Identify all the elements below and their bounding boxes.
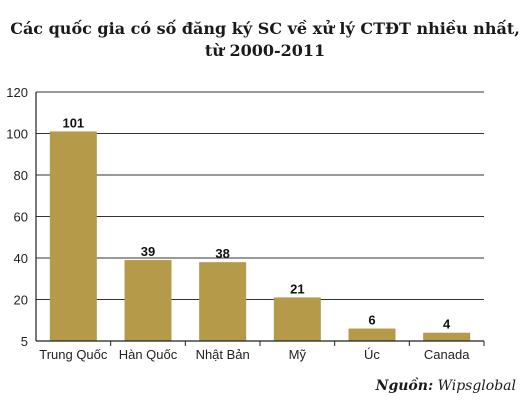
bar [348,328,396,341]
gridlines [36,91,484,300]
y-tick-label: 20 [14,293,28,308]
chart-title-line-1: Các quốc gia có số đăng ký SC về xử lý C… [10,19,520,38]
category-label: Hàn Quốc [119,347,178,362]
y-axis-ticks: 5 20 40 60 80 100 120 [6,85,28,349]
bar [423,332,471,341]
bar [273,297,321,341]
x-axis-categories: Trung Quốc Hàn Quốc Nhật Bản Mỹ Úc Canada [39,341,485,362]
source-label: Nguồn: [375,378,434,394]
chart-title: Các quốc gia có số đăng ký SC về xử lý C… [0,18,530,62]
y-tick-label: 5 [21,334,28,349]
category-label: Mỹ [289,347,307,362]
y-tick-label: 80 [14,168,28,183]
data-label: 4 [443,317,451,332]
data-labels: 101 39 38 21 6 4 [62,115,451,331]
data-label: 101 [62,115,84,130]
data-label: 6 [368,313,375,328]
bar [124,260,172,341]
data-label: 38 [215,246,229,261]
data-label: 21 [290,281,304,296]
source-value: Wipsglobal [437,378,516,394]
y-tick-label: 40 [14,251,28,266]
category-label: Canada [424,347,470,362]
bars [49,131,471,341]
chart-title-line-2: từ 2000-2011 [204,41,326,60]
y-tick-label: 60 [14,210,28,225]
category-label: Trung Quốc [39,347,108,362]
source-note: Nguồn: Wipsglobal [376,378,516,394]
category-label: Nhật Bản [196,347,250,362]
y-tick-label: 100 [6,127,28,142]
y-tick-label: 120 [6,85,28,100]
bar [49,131,97,341]
category-label: Úc [364,347,380,362]
data-label: 39 [141,244,155,259]
bar [199,262,247,341]
